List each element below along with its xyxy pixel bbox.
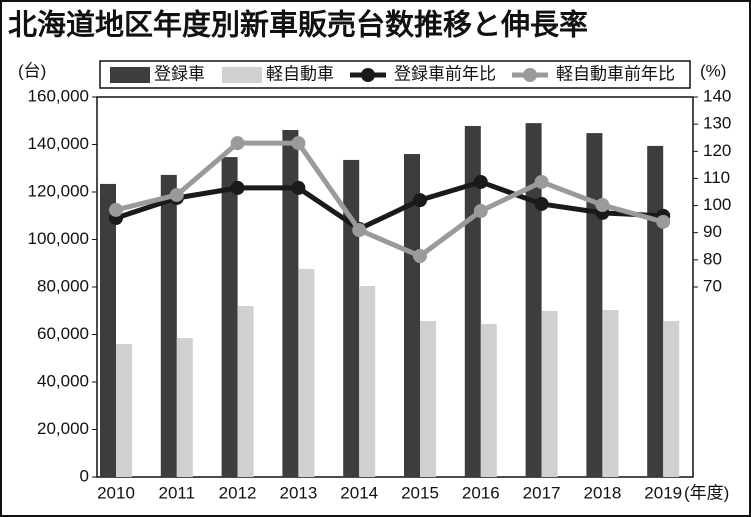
- x-tick-label: 2019: [644, 483, 682, 502]
- line-marker: [169, 187, 184, 202]
- line-marker: [534, 196, 549, 211]
- y-tick-label: 160,000: [28, 86, 89, 105]
- x-tick-label: 2016: [462, 483, 500, 502]
- bar: [100, 183, 116, 478]
- line-marker: [595, 198, 610, 213]
- line-marker: [230, 136, 245, 151]
- y-tick-label: 60,000: [37, 324, 89, 343]
- bar: [176, 338, 193, 477]
- y-tick-label: 140,000: [28, 134, 89, 153]
- y2-tick-label: 80: [703, 249, 722, 268]
- x-tick-label: 2010: [97, 483, 135, 502]
- y2-tick-label: 70: [703, 276, 722, 295]
- y-tick-label: 20,000: [37, 419, 89, 438]
- bar: [237, 306, 254, 477]
- bar: [160, 174, 177, 477]
- x-tick-label: 2014: [340, 483, 378, 502]
- y2-tick-label: 110: [703, 168, 730, 187]
- y-axis-label: (台): [18, 61, 46, 80]
- x-tick-label: 2017: [523, 483, 561, 502]
- bar: [116, 344, 132, 477]
- y2-tick-label: 100: [703, 195, 731, 214]
- line: [115, 179, 664, 232]
- legend-box: [99, 60, 691, 89]
- x-tick-label: 2011: [159, 483, 196, 502]
- x-tick-label: 2015: [401, 483, 439, 502]
- bar: [525, 123, 542, 477]
- bar: [404, 154, 420, 477]
- bar: [221, 157, 238, 477]
- legend-label: 軽自動車前年比: [556, 64, 675, 83]
- bar: [298, 268, 315, 477]
- legend-label: 登録車前年比: [394, 64, 496, 83]
- line-marker: [291, 136, 306, 151]
- y2-tick-label: 140: [703, 86, 731, 105]
- legend-label: 軽自動車: [266, 64, 334, 83]
- line: [115, 140, 664, 259]
- y-tick-label: 0: [80, 466, 89, 485]
- y2-axis-label: (%): [700, 61, 726, 80]
- line-marker: [473, 174, 488, 189]
- bar: [663, 320, 680, 477]
- x-tick-label: 2013: [279, 483, 317, 502]
- bar: [282, 130, 299, 477]
- x-tick-label: 2018: [583, 483, 621, 502]
- line-marker: [291, 180, 306, 195]
- legend-swatch: [361, 68, 375, 82]
- legend-swatch: [110, 67, 150, 83]
- y-tick-label: 40,000: [37, 371, 89, 390]
- bar: [586, 133, 603, 477]
- bar: [602, 310, 619, 477]
- legend-swatch: [222, 67, 262, 83]
- bar: [343, 159, 360, 477]
- line-marker: [473, 204, 488, 218]
- line-marker: [413, 193, 427, 208]
- bar: [359, 286, 376, 477]
- y2-tick-label: 130: [703, 114, 731, 133]
- x-tick-label: 2012: [219, 483, 257, 502]
- y-tick-label: 120,000: [28, 181, 89, 200]
- line-marker: [352, 223, 367, 237]
- legend-swatch: [523, 68, 537, 82]
- bar: [480, 324, 497, 477]
- chart-title: 北海道地区年度別新車販売台数推移と伸長率: [8, 8, 588, 42]
- line-marker: [109, 202, 123, 217]
- y-tick-label: 100,000: [28, 229, 89, 248]
- line-marker: [534, 174, 549, 189]
- y2-tick-label: 120: [703, 141, 731, 160]
- legend-label: 登録車: [154, 64, 205, 83]
- bar: [647, 145, 664, 478]
- bar: [541, 310, 558, 477]
- line-marker: [656, 214, 671, 229]
- y-tick-label: 80,000: [37, 276, 89, 295]
- y2-tick-label: 90: [703, 222, 722, 241]
- line-marker: [413, 249, 427, 264]
- x-axis-label: (年度): [684, 483, 729, 502]
- bar: [420, 320, 436, 477]
- line-marker: [230, 180, 245, 195]
